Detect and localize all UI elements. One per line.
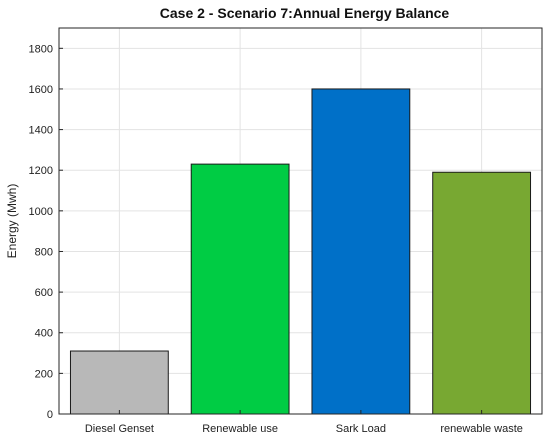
y-tick-label: 1600 bbox=[29, 84, 53, 96]
bar-sark-load bbox=[311, 88, 411, 415]
y-tick-label: 800 bbox=[35, 246, 53, 258]
y-tick-label: 0 bbox=[47, 409, 53, 421]
x-tick-labels: Diesel Genset Renewable use Sark Load renew… bbox=[85, 410, 523, 435]
chart-title: Case 2 - Scenario 7:Annual Energy Balanc… bbox=[160, 5, 450, 21]
y-tick-label: 200 bbox=[35, 368, 53, 380]
plot-frame bbox=[58, 27, 543, 415]
bar-diesel-genset bbox=[69, 350, 169, 415]
y-tick-label: 1200 bbox=[29, 165, 53, 177]
y-tick-label: 1400 bbox=[29, 125, 53, 137]
y-tick-label: 1800 bbox=[29, 43, 53, 55]
y-tick-labels: 0 200 400 600 800 1000 1200 1400 1600 1800 bbox=[29, 43, 63, 421]
x-tick-label: Diesel Genset bbox=[85, 423, 154, 435]
y-tick-label: 1000 bbox=[29, 206, 53, 218]
y-tick-label: 600 bbox=[35, 287, 53, 299]
y-axis-label: Energy (Mwh) bbox=[5, 184, 19, 259]
x-tick-label: Sark Load bbox=[336, 423, 386, 435]
bar-renewable-use bbox=[190, 163, 290, 415]
bars bbox=[69, 88, 532, 415]
y-tick-label: 400 bbox=[35, 328, 53, 340]
bar-renewable-waste bbox=[432, 171, 532, 415]
x-tick-label: Renewable use bbox=[202, 423, 278, 435]
x-tick-label: renewable waste bbox=[440, 423, 523, 435]
